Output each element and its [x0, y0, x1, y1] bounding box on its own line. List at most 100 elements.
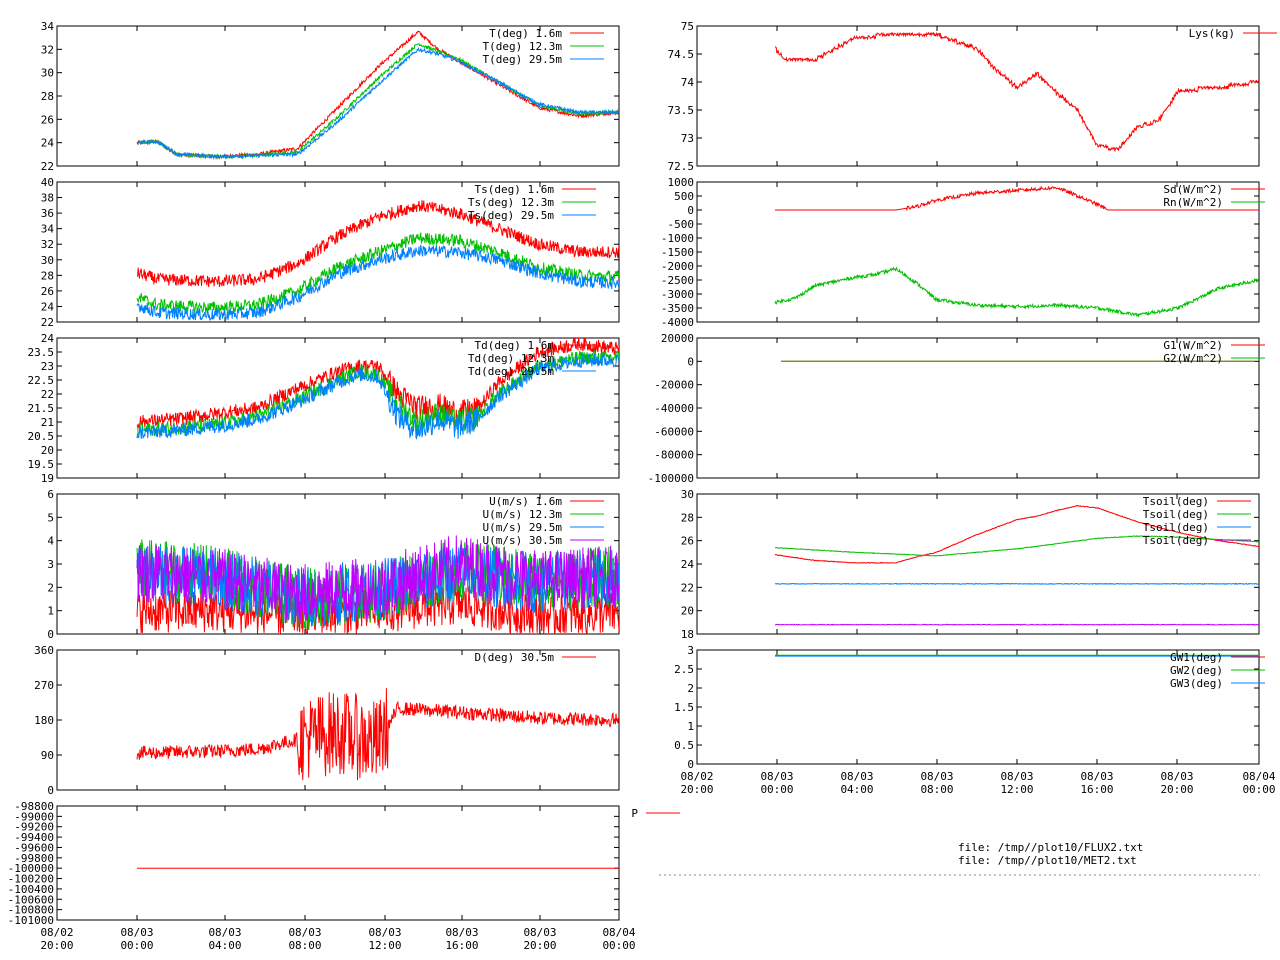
y-tick-label: 36 — [41, 207, 54, 220]
legend-label: GW2(deg) — [1170, 664, 1223, 677]
y-tick-label: 32 — [41, 238, 54, 251]
y-tick-label: -80000 — [654, 449, 694, 462]
legend-label: D(deg) 30.5m — [475, 651, 555, 664]
y-tick-label: 360 — [34, 644, 54, 657]
y-tick-label: -100800 — [8, 904, 54, 917]
x-tick-label-time: 20:00 — [680, 783, 713, 796]
y-tick-label: 5 — [47, 511, 54, 524]
x-tick-label-date: 08/03 — [368, 926, 401, 939]
legend-label: Ts(deg) 29.5m — [468, 209, 554, 222]
legend-label: Rn(W/m^2) — [1163, 196, 1223, 209]
legend-label: U(m/s) 30.5m — [483, 534, 563, 547]
legend-label: Td(deg) 1.6m — [475, 339, 555, 352]
y-tick-label: -1000 — [661, 232, 694, 245]
y-tick-label: 22 — [681, 581, 694, 594]
y-tick-label: 19 — [41, 472, 54, 485]
y-tick-label: 0 — [687, 355, 694, 368]
y-tick-label: 0 — [47, 628, 54, 641]
y-tick-label: 0.5 — [674, 739, 694, 752]
y-tick-label: -3500 — [661, 302, 694, 315]
series-line-air-temperature-2 — [136, 46, 619, 161]
y-tick-label: 40 — [41, 176, 54, 189]
y-tick-label: -3000 — [661, 288, 694, 301]
series-line-soil-temperature-2 — [775, 582, 1259, 585]
legend-label: P — [631, 807, 638, 820]
panel-pressure: -101000-100800-100600-100400-100200-1000… — [8, 800, 680, 927]
y-tick-label: 22 — [41, 316, 54, 329]
series-line-radiation-0 — [775, 185, 1259, 212]
traces — [136, 30, 619, 161]
y-tick-label: -2000 — [661, 260, 694, 273]
traces — [774, 31, 1259, 153]
y-tick-label: 20000 — [661, 332, 694, 345]
y-tick-label: -4000 — [661, 316, 694, 329]
series-line-radiation-1 — [774, 266, 1259, 318]
y-tick-label: -1500 — [661, 246, 694, 259]
y-tick-label: 34 — [41, 20, 55, 33]
x-axis-labels: 08/0220:0008/0300:0008/0304:0008/0308:00… — [40, 926, 635, 952]
x-tick-label-date: 08/02 — [40, 926, 73, 939]
y-tick-label: 73 — [681, 132, 694, 145]
y-tick-label: -99400 — [14, 831, 54, 844]
y-tick-label: 34 — [41, 223, 55, 236]
series-line-lysimeter-0 — [774, 31, 1259, 153]
panel-wind-speed: 0 1 2 3 4 5 6 U(m/s) 1.6mU(m/s) 12.3mU(m/s) 29.… — [47, 488, 620, 641]
x-tick-label-time: 04:00 — [208, 939, 241, 952]
x-tick-label-date: 08/03 — [840, 770, 873, 783]
x-tick-label-date: 08/03 — [1160, 770, 1193, 783]
x-tick-label-time: 00:00 — [760, 783, 793, 796]
y-tick-label: 24 — [41, 332, 55, 345]
y-tick-label: -100600 — [8, 893, 54, 906]
panel-soil-temperature: 18202224262830Tsoil(deg)Tsoil(deg)Tsoil(… — [681, 488, 1260, 641]
traces — [136, 200, 619, 322]
y-tick-label: 30 — [41, 254, 54, 267]
x-tick-label-date: 08/03 — [208, 926, 241, 939]
file-note: file: /tmp//plot10/MET2.txt — [958, 854, 1137, 867]
series-line-dewpoint-2 — [136, 353, 619, 440]
y-tick-label: 74 — [681, 76, 695, 89]
traces — [775, 654, 1259, 657]
y-tick-label: 0 — [687, 204, 694, 217]
x-tick-label-time: 08:00 — [920, 783, 953, 796]
y-tick-label: 19.5 — [28, 458, 55, 471]
series-line-wind-speed-3 — [136, 535, 619, 624]
panel-soil-heat-flux: -100000 -80000 -60000 -40000 -20000 0 20000 G1(… — [648, 332, 1265, 485]
x-tick-label-date: 08/03 — [288, 926, 321, 939]
x-tick-label-date: 08/04 — [602, 926, 635, 939]
legend-label: T(deg) 12.3m — [483, 40, 563, 53]
legend-label: Tsoil(deg) — [1143, 495, 1209, 508]
y-tick-label: 74.5 — [668, 48, 695, 61]
legend-label: Tsoil(deg) — [1143, 534, 1209, 547]
y-tick-label: 90 — [41, 749, 54, 762]
traces — [136, 535, 619, 634]
y-tick-label: 2 — [47, 581, 54, 594]
y-tick-label: -100400 — [8, 883, 54, 896]
y-tick-label: 0 — [687, 758, 694, 771]
y-tick-label: -100000 — [8, 862, 54, 875]
y-tick-label: 20 — [681, 605, 694, 618]
legend-label: GW3(deg) — [1170, 677, 1223, 690]
y-tick-label: 1 — [687, 720, 694, 733]
x-tick-label-time: 16:00 — [1080, 783, 1113, 796]
x-tick-label-time: 00:00 — [602, 939, 635, 952]
y-tick-label: 22 — [41, 160, 54, 173]
traces — [774, 185, 1259, 318]
y-tick-label: -40000 — [654, 402, 694, 415]
y-tick-label: 21 — [41, 416, 54, 429]
y-tick-label: -99200 — [14, 821, 54, 834]
series-line-sonic-temperature-2 — [136, 244, 619, 322]
y-tick-label: -20000 — [654, 379, 694, 392]
panel-groundwater: 0 0.5 1 1.5 2 2.5 3 GW1(deg)GW2(deg)GW3(deg) — [674, 644, 1265, 771]
legend-label: Tsoil(deg) — [1143, 508, 1209, 521]
y-tick-label: 2.5 — [674, 663, 694, 676]
y-tick-label: 28 — [41, 269, 54, 282]
y-tick-label: 22 — [41, 388, 54, 401]
y-tick-label: -99000 — [14, 810, 54, 823]
y-tick-label: 28 — [41, 90, 54, 103]
traces — [774, 504, 1259, 626]
y-tick-label: 3 — [687, 644, 694, 657]
y-tick-label: 23 — [41, 360, 54, 373]
